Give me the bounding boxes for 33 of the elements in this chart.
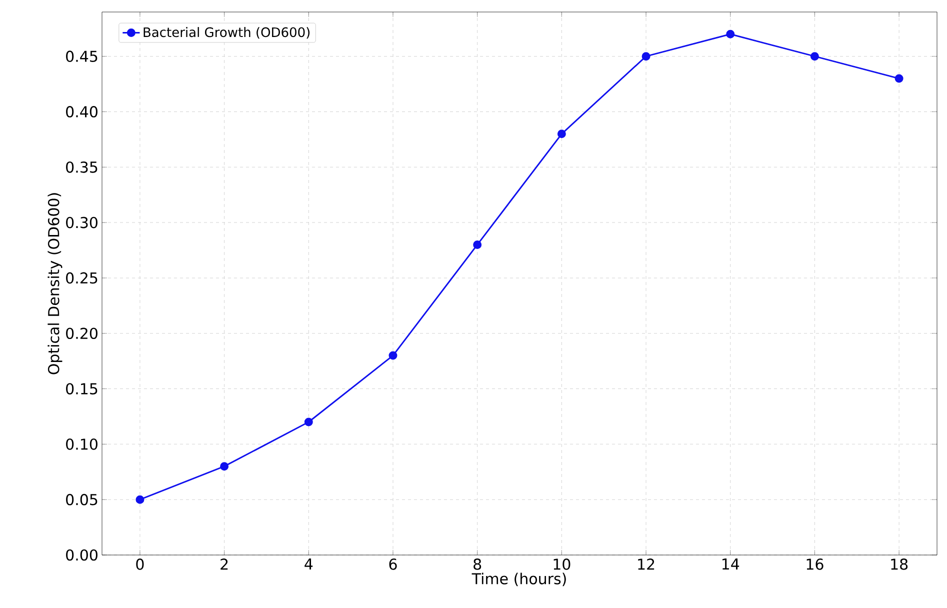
point xyxy=(557,130,566,138)
y-axis-title: Optical Density (OD600) xyxy=(48,193,62,374)
x-tick-label: 14 xyxy=(722,558,740,570)
point xyxy=(726,30,735,38)
point xyxy=(810,52,819,61)
y-tick-label: 0.10 xyxy=(66,438,98,450)
point xyxy=(304,418,313,426)
point xyxy=(136,495,144,504)
point xyxy=(894,74,904,83)
y-tick-label: 0.05 xyxy=(66,494,98,506)
y-tick-label: 0.00 xyxy=(66,549,98,561)
x-tick-label: 16 xyxy=(806,558,824,570)
y-tick-label: 0.20 xyxy=(66,328,98,340)
y-tick-label: 0.45 xyxy=(66,50,98,62)
x-tick-label: 10 xyxy=(554,558,570,570)
x-tick-label: 6 xyxy=(389,558,397,570)
point xyxy=(388,351,398,360)
x-tick-label: 2 xyxy=(220,558,228,570)
y-tick-label: 0.30 xyxy=(66,216,98,228)
legend-label: Bacterial Growth (OD600) xyxy=(144,27,310,39)
point xyxy=(642,52,650,61)
x-tick-label: 8 xyxy=(474,558,482,570)
y-tick-label: 0.25 xyxy=(66,272,98,284)
y-tick-label: 0.40 xyxy=(66,106,98,118)
point xyxy=(220,462,229,471)
x-tick-label: 18 xyxy=(891,558,908,570)
y-tick-label: 0.35 xyxy=(66,161,98,173)
point xyxy=(473,240,482,249)
x-tick-label: 0 xyxy=(136,558,144,570)
x-axis-title: Time (hours) xyxy=(472,572,566,586)
y-tick-label: 0.15 xyxy=(66,383,98,394)
x-tick-label: 12 xyxy=(638,558,654,570)
x-tick-label: 4 xyxy=(304,558,313,570)
